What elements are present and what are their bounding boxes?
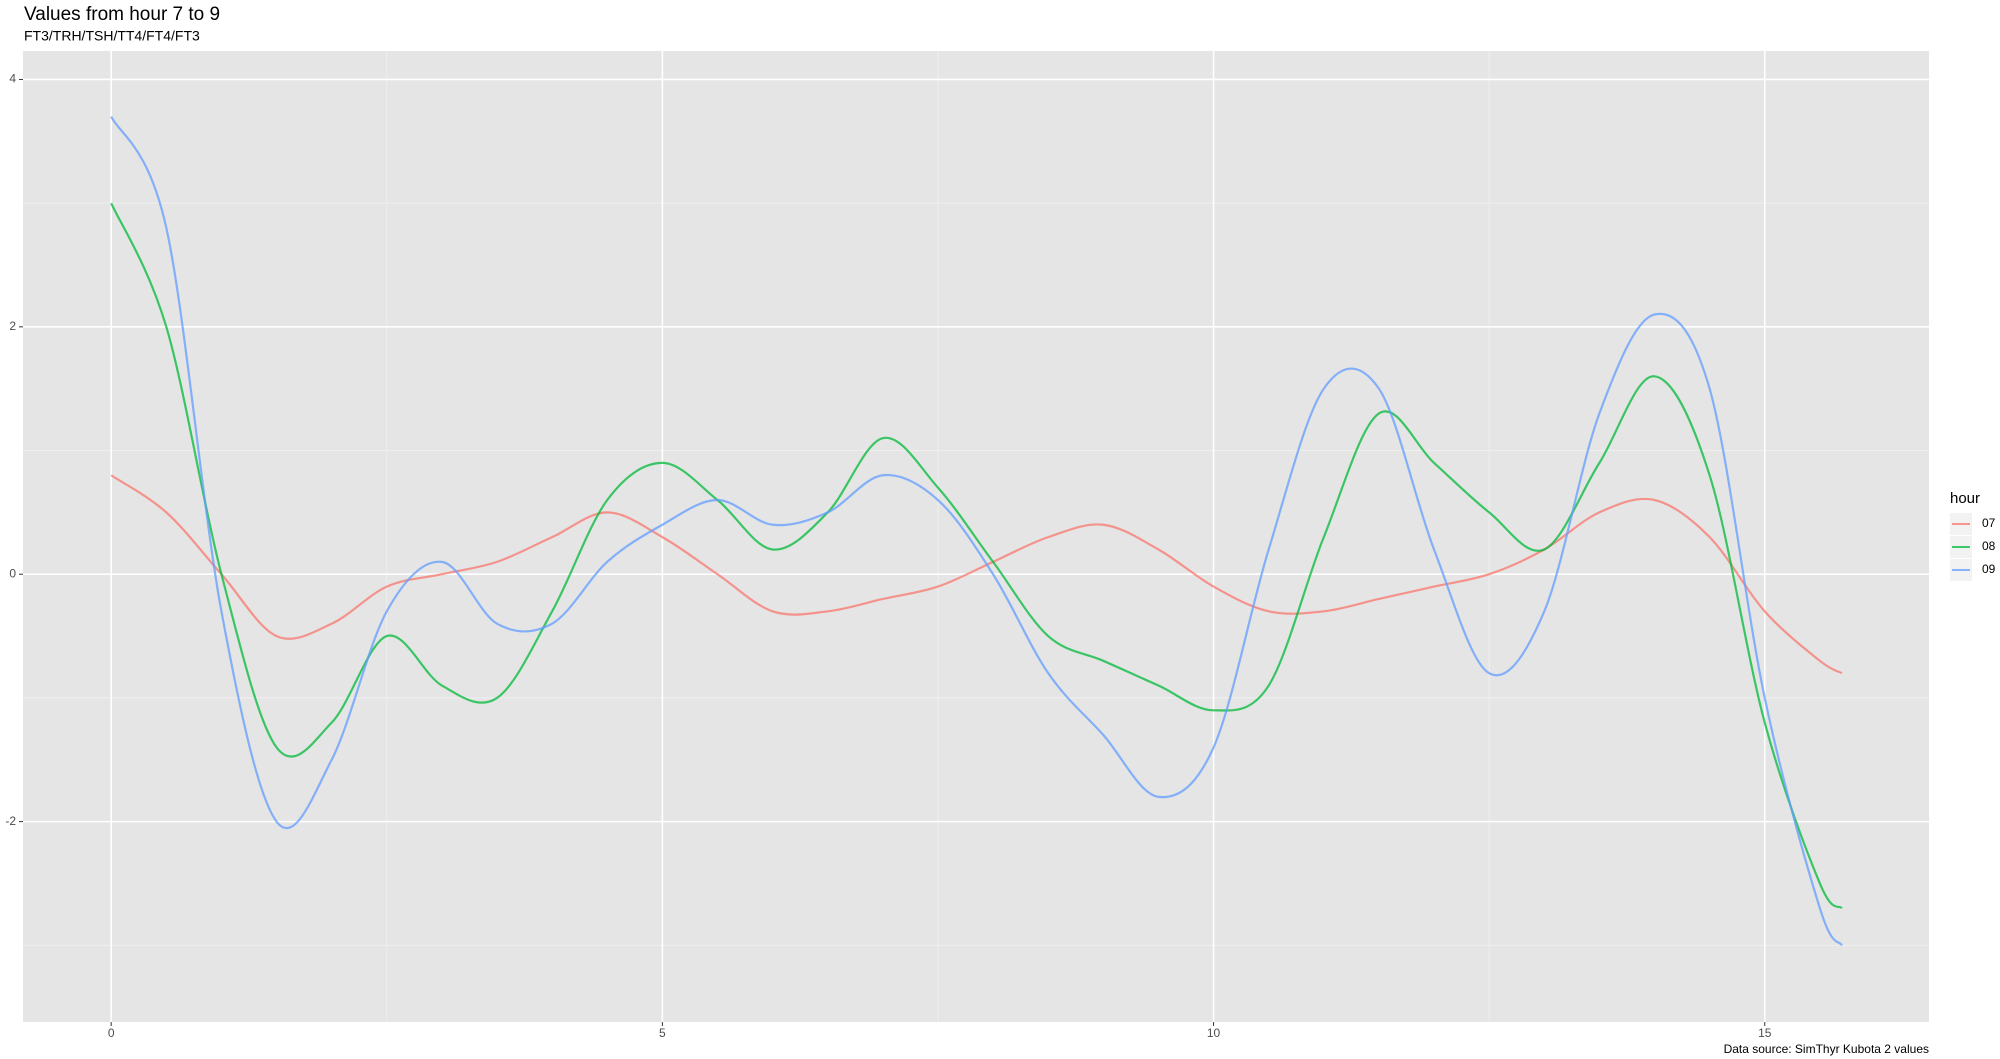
series-line — [110, 202, 1843, 910]
x-tick-label: 10 — [1207, 1026, 1221, 1040]
x-tick-label: 5 — [659, 1026, 666, 1040]
series-line — [110, 116, 1843, 947]
legend-label: 07 — [1982, 516, 1996, 530]
chart-title: Values from hour 7 to 9 — [24, 4, 220, 25]
chart-subtitle: FT3/TRH/TSH/TT4/FT4/FT3 — [24, 28, 200, 44]
y-tick-label: 4 — [9, 72, 16, 86]
legend-label: 08 — [1982, 539, 1996, 553]
y-tick-label: 2 — [9, 319, 16, 333]
legend-title: hour — [1950, 490, 1980, 507]
x-tick-label: 15 — [1758, 1026, 1772, 1040]
caption: Data source: SimThyr Kubota 2 values — [1724, 1042, 1929, 1056]
legend-label: 09 — [1982, 562, 1996, 576]
y-tick-label: 0 — [9, 566, 16, 580]
x-tick-label: 0 — [108, 1026, 115, 1040]
y-tick-label: -2 — [5, 814, 16, 828]
